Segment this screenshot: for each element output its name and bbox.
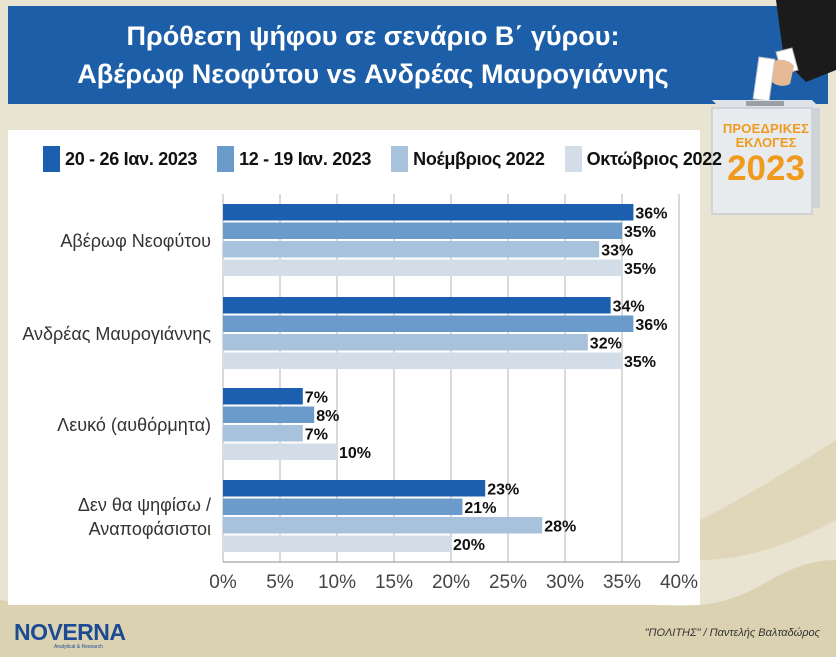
- bar-value-label-2-0: 7%: [305, 390, 328, 407]
- bar-1-1: [223, 315, 634, 332]
- bar-value-label-2-1: 8%: [316, 408, 339, 425]
- x-tick-label-3: 15%: [375, 572, 413, 593]
- logo-wordmark: NOVERNA: [14, 619, 126, 645]
- bar-value-label-1-3: 35%: [624, 354, 656, 371]
- bar-3-1: [223, 498, 463, 515]
- bar-value-label-1-1: 36%: [635, 317, 667, 334]
- legend-label-1: 12 - 19 Ιαν. 2023: [239, 148, 372, 169]
- bar-value-label-1-2: 32%: [590, 336, 622, 353]
- legend-label-3: Οκτώβριος 2022: [586, 148, 722, 169]
- bar-value-label-2-3: 10%: [339, 445, 371, 462]
- x-tick-label-1: 5%: [266, 572, 294, 593]
- x-tick-label-2: 10%: [318, 572, 356, 593]
- box-side: [812, 108, 820, 208]
- category-label-2-0: Λευκό (αυθόρμητα): [57, 415, 211, 435]
- legend-swatch-0: [43, 146, 60, 172]
- bar-value-label-3-3: 20%: [453, 537, 485, 554]
- category-label-0-0: Αβέρωφ Νεοφύτου: [60, 231, 211, 251]
- category-label-1-0: Ανδρέας Μαυρογιάννης: [22, 324, 211, 344]
- bar-1-2: [223, 334, 588, 351]
- legend-swatch-1: [217, 146, 235, 172]
- bar-1-0: [223, 297, 611, 314]
- legend-item-0: 20 - 26 Ιαν. 2023: [43, 146, 197, 172]
- legend-item-2: Νοέμβριος 2022: [391, 146, 545, 172]
- title-line-2: Αβέρωφ Νεοφύτου vs Ανδρέας Μαυρογιάννης: [77, 59, 669, 89]
- bar-value-label-3-2: 28%: [544, 519, 576, 536]
- bar-3-3: [223, 535, 451, 552]
- bar-2-2: [223, 425, 303, 442]
- legend-label-2: Νοέμβριος 2022: [413, 148, 545, 169]
- ballot-box-label: ΠΡΟΕΔΡΙΚΕΣ ΕΚΛΟΓΕΣ 2023: [716, 122, 816, 186]
- bar-value-label-0-3: 35%: [624, 261, 656, 278]
- ballot-label-line-2: ΕΚΛΟΓΕΣ: [735, 135, 797, 150]
- x-tick-label-6: 30%: [546, 572, 584, 593]
- legend-item-1: 12 - 19 Ιαν. 2023: [217, 146, 371, 172]
- title-banner: Πρόθεση ψήφου σε σενάριο Β΄ γύρου: Αβέρω…: [8, 6, 828, 104]
- bar-value-label-0-0: 36%: [635, 206, 667, 223]
- box-body: [711, 107, 813, 215]
- legend-swatch-2: [391, 146, 409, 172]
- legend-item-3: Οκτώβριος 2022: [564, 146, 722, 172]
- legend-label-0: 20 - 26 Ιαν. 2023: [65, 148, 198, 169]
- logo-tagline: Analytical & Research: [54, 644, 103, 650]
- bar-2-3: [223, 443, 337, 460]
- ballot-label-line-1: ΠΡΟΕΔΡΙΚΕΣ: [722, 121, 810, 136]
- category-label-3-0: Δεν θα ψηφίσω /: [78, 495, 211, 515]
- bar-0-0: [223, 204, 634, 221]
- x-tick-label-8: 40%: [660, 572, 698, 593]
- category-label-3-1: Αναποφάσιστοι: [89, 519, 211, 539]
- ballot-label-year: 2023: [727, 149, 805, 188]
- bar-0-3: [223, 259, 622, 276]
- bar-value-label-0-2: 33%: [601, 243, 633, 260]
- chart-legend: 20 - 26 Ιαν. 2023 12 - 19 Ιαν. 2023 Νοέμβρ…: [43, 145, 742, 173]
- bar-2-1: [223, 406, 315, 423]
- x-tick-label-5: 25%: [489, 572, 527, 593]
- box-slot: [746, 101, 784, 106]
- bar-0-2: [223, 241, 600, 258]
- x-tick-label-7: 35%: [603, 572, 641, 593]
- bar-0-1: [223, 222, 622, 239]
- source-credit: "ΠΟΛΙΤΗΣ" / Παντελής Βαλταδώρος: [644, 627, 820, 639]
- noverna-logo: NOVERNA Analytical & Research: [14, 620, 126, 650]
- title-line-1: Πρόθεση ψήφου σε σενάριο Β΄ γύρου:: [126, 21, 620, 51]
- bar-value-label-3-1: 21%: [464, 500, 496, 517]
- bar-1-3: [223, 352, 622, 369]
- legend-swatch-3: [564, 146, 582, 172]
- x-tick-label-0: 0%: [209, 572, 237, 593]
- bar-2-0: [223, 388, 303, 405]
- ballot-paper: [752, 56, 776, 102]
- bar-3-2: [223, 517, 543, 534]
- x-tick-label-4: 20%: [432, 572, 470, 593]
- bar-value-label-3-0: 23%: [487, 482, 519, 499]
- bar-value-label-0-1: 35%: [624, 224, 656, 241]
- bar-value-label-1-0: 34%: [613, 299, 645, 316]
- bar-value-label-2-2: 7%: [305, 427, 328, 444]
- bar-3-0: [223, 480, 486, 497]
- ballot-box-illustration: [711, 0, 836, 215]
